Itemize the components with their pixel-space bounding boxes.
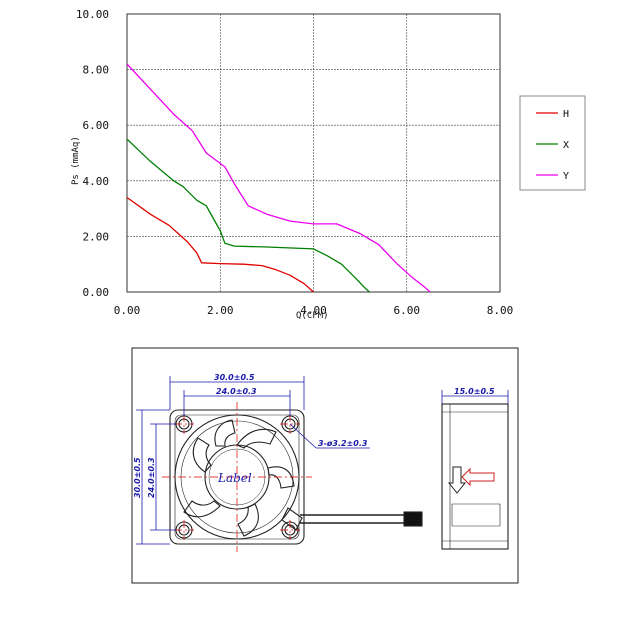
label-text: Label [217, 471, 252, 485]
y-axis-label: Ps (mmAq) [71, 136, 81, 185]
center-lines [162, 402, 312, 552]
x-tick-label: 4.00 [300, 304, 327, 317]
series-line-h [126, 196, 314, 293]
y-tick-label: 8.00 [83, 64, 110, 77]
drawing-frame [131, 347, 519, 584]
y-ticks: 0.00 2.00 4.00 6.00 8.00 10.00 [76, 8, 109, 299]
x-axis-label: Q(CFM) [296, 311, 329, 321]
chart-series [126, 63, 431, 293]
dim-depth: 15.0±0.5 [454, 387, 495, 396]
dimension-lines [136, 376, 509, 545]
legend-label-h: H [563, 109, 569, 120]
legend: H X Y [519, 95, 586, 191]
dim-hole-pitch: 24.0±0.3 [216, 387, 257, 396]
legend-label-y: Y [563, 171, 569, 182]
x-tick-label: 8.00 [487, 304, 514, 317]
y-tick-label: 4.00 [83, 175, 110, 188]
dim-hole-pitch-v: 24.0±0.3 [147, 457, 156, 498]
dim-holes: 3-ø3.2±0.3 [318, 439, 368, 448]
dim-outer-height: 30.0±0.5 [133, 457, 142, 498]
x-tick-label: 2.00 [207, 304, 234, 317]
legend-box [519, 95, 586, 191]
y-tick-label: 0.00 [83, 286, 110, 299]
series-line-y [126, 63, 431, 293]
pq-chart: 0.00 2.00 4.00 6.00 8.00 10.00 0.00 2.00 4.00 6.… [71, 8, 586, 321]
dim-outer-width: 30.0±0.5 [214, 373, 255, 382]
x-tick-label: 0.00 [114, 304, 141, 317]
airflow-arrows [447, 466, 495, 494]
chart-grid [126, 13, 501, 293]
y-tick-label: 10.00 [76, 8, 109, 21]
x-tick-label: 6.00 [394, 304, 421, 317]
x-ticks: 0.00 2.00 4.00 6.00 8.00 [114, 304, 514, 317]
series-line-x [126, 138, 370, 293]
fan-side-view [441, 403, 509, 550]
fan-drawing: Label 30.0±0.5 24.0±0.3 3-ø3.2±0.3 30.0±… [131, 347, 519, 584]
legend-label-x: X [563, 140, 569, 151]
y-tick-label: 6.00 [83, 119, 110, 132]
y-tick-label: 2.00 [83, 230, 110, 243]
